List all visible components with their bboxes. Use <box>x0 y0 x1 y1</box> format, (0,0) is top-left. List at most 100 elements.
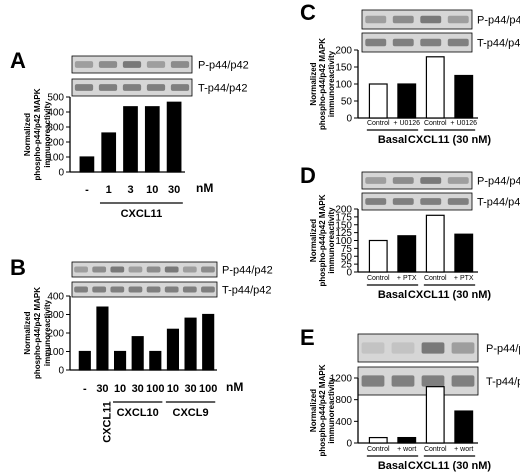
blot-band <box>74 84 94 91</box>
bar <box>184 317 197 371</box>
y-axis-label: immunoreactivity <box>327 207 336 274</box>
blot-band <box>420 15 442 24</box>
y-tick-label: 0 <box>346 439 352 450</box>
blot-label: T-p44/p42 <box>477 197 520 209</box>
y-tick-label: 1200 <box>330 374 353 385</box>
blot-band <box>146 286 161 293</box>
y-tick-label: 0 <box>346 268 352 279</box>
panel-b: B P-p44/p42 T-p44/p42 0 100 200 300 400 Normaliz… <box>10 255 273 443</box>
category-label: - <box>85 184 89 196</box>
blot-label: T-p44/p42 <box>486 376 520 388</box>
bar <box>397 235 417 273</box>
blot-label: T-p44/p42 <box>222 285 272 297</box>
blot-strip <box>361 9 473 30</box>
y-tick-label: 150 <box>335 63 352 74</box>
y-axis-label: immunoreactivity <box>43 299 52 366</box>
blot-band <box>447 198 469 205</box>
blot-band <box>391 342 415 354</box>
y-axis-label: Normalized <box>309 62 318 105</box>
blot-band <box>365 15 387 24</box>
category-label: 30 <box>184 383 196 395</box>
category-label: + U0126 <box>450 120 477 127</box>
y-tick-label: 100 <box>335 236 352 247</box>
y-tick-label: 200 <box>335 46 352 57</box>
y-tick-label: 300 <box>47 310 64 321</box>
blot-band <box>92 286 107 293</box>
blot-label: P-p44/p42 <box>477 176 520 188</box>
bar <box>101 132 117 173</box>
y-axis-label: immunoreactivity <box>327 377 336 444</box>
y-axis-label: phospho-p44/p42 MAPK <box>318 194 327 286</box>
y-tick-label: 200 <box>47 138 64 149</box>
blot-band <box>201 286 215 293</box>
panel-letter: D <box>300 163 316 188</box>
blot-band <box>420 177 442 184</box>
group-label: Basal <box>378 289 407 301</box>
blot-band <box>361 375 385 387</box>
category-label: Control <box>367 275 390 282</box>
blot-band <box>392 15 414 24</box>
bar <box>96 306 109 371</box>
panel-letter: E <box>300 325 315 350</box>
y-tick-label: 50 <box>341 97 353 108</box>
y-axis-label: phospho-p44/p42 MAPK <box>33 88 42 180</box>
group-label: CXCL9 <box>173 407 209 419</box>
blot-label: P-p44/p42 <box>486 343 520 355</box>
y-tick-label: 200 <box>47 329 64 340</box>
blot-band <box>164 286 179 293</box>
y-axis-label: Normalized <box>309 219 318 262</box>
panel-e: E P-p44/p42 T-p44/p42 0 400 800 1200 Normalized… <box>300 325 520 472</box>
blot-band <box>451 375 475 387</box>
blot-band <box>146 266 161 273</box>
y-axis-label: immunoreactivity <box>43 101 52 168</box>
category-label: + PTX <box>397 275 417 282</box>
panel-d: D P-p44/p42 T-p44/p42 025507510012515017520… <box>300 163 520 301</box>
bar <box>202 313 215 371</box>
bar <box>131 336 144 371</box>
category-label: Control <box>424 120 447 127</box>
blot-strip <box>361 171 473 190</box>
bar <box>113 350 127 371</box>
blot-band <box>146 84 166 91</box>
blot-band <box>128 266 143 273</box>
y-tick-label: 0 <box>58 168 64 179</box>
bar <box>166 328 180 371</box>
blot-band <box>170 61 190 68</box>
blot-label: P-p44/p42 <box>222 265 273 277</box>
blot-band <box>92 266 107 273</box>
blot-label: T-p44/p42 <box>198 83 248 95</box>
blot-band <box>365 177 387 184</box>
bar <box>166 101 182 173</box>
blot-band <box>392 38 414 47</box>
y-tick-label: 400 <box>47 108 64 119</box>
blot-band <box>201 266 215 273</box>
unit-label: nM <box>226 380 243 394</box>
bar <box>123 106 138 173</box>
blot-band <box>421 342 445 354</box>
blot-band <box>122 84 142 91</box>
blot-band <box>392 198 414 205</box>
y-tick-label: 150 <box>335 220 352 231</box>
y-tick-label: 300 <box>47 123 64 134</box>
y-tick-label: 125 <box>335 228 352 239</box>
category-label: Control <box>424 275 447 282</box>
group-label: CXCL11 (30 nM) <box>408 134 491 146</box>
category-label: 10 <box>114 383 126 395</box>
y-tick-label: 100 <box>47 153 64 164</box>
category-label: 30 <box>132 383 144 395</box>
category-label: 10 <box>167 383 179 395</box>
blot-band <box>146 61 166 68</box>
panel-a: A P-p44/p42 T-p44/p42 0 100 200 300 400 500 Norma… <box>10 48 249 220</box>
panel-letter: C <box>300 0 316 25</box>
group-label: CXCL11 (30 nM) <box>408 460 491 472</box>
group-label: Basal <box>378 134 407 146</box>
y-tick-label: 0 <box>58 366 64 377</box>
category-label: Control <box>367 120 390 127</box>
blot-band <box>447 15 469 24</box>
bar <box>144 106 160 173</box>
group-label: CXCL10 <box>117 407 159 419</box>
y-tick-label: 50 <box>341 252 353 263</box>
category-label: 100 <box>199 383 217 395</box>
blot-label: P-p44/p42 <box>477 15 520 27</box>
category-label: 10 <box>146 184 158 196</box>
